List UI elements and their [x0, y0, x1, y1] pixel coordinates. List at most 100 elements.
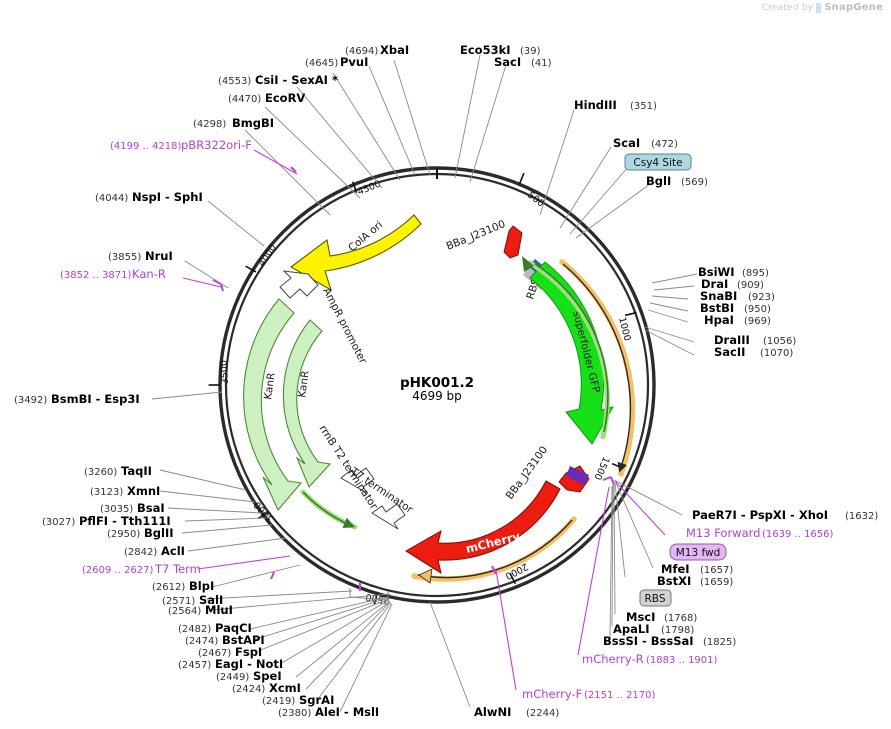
label-drai[interactable]: DraI (909)	[701, 277, 764, 291]
feature-label: KanR	[296, 370, 312, 399]
label-pvui[interactable]: (4645) PvuI	[305, 55, 368, 69]
label-xcmi[interactable]: (2424) XcmI	[232, 681, 301, 695]
label-position: (2457)	[178, 660, 211, 671]
label-m13-forward[interactable]: M13 Forward (1639 .. 1656)	[686, 526, 834, 540]
label-name: T7 Term	[154, 562, 201, 576]
feature-kanr-inner[interactable]: KanR	[282, 319, 332, 489]
label-name: PaeR7I - PspXI - XhoI	[692, 508, 828, 522]
badge-m13-fwd[interactable]: M13 fwd	[669, 543, 727, 561]
label-position: (3852 .. 3871)	[60, 270, 132, 281]
label-position: (1632)	[845, 511, 878, 522]
label-paer7i-pspxi-xhoi[interactable]: PaeR7I - PspXI - XhoI (1632)	[692, 508, 878, 522]
label-taqii[interactable]: (3260) TaqII	[84, 464, 152, 478]
label-eco53ki[interactable]: Eco53kI (39)	[460, 43, 541, 57]
label-xbai[interactable]: (4694) XbaI	[345, 43, 409, 57]
label-mlui[interactable]: (2564) MluI	[168, 603, 233, 617]
label-acli[interactable]: (2842) AclI	[124, 544, 185, 558]
label-position: (950)	[744, 304, 771, 315]
label-name: NruI	[145, 249, 173, 263]
label-sali[interactable]: (2571) SalI	[162, 593, 223, 607]
label-bmgbi[interactable]: (4298) BmgBI	[193, 116, 274, 130]
label-bsmbi-esp3i[interactable]: (3492) BsmBI - Esp3I	[14, 392, 140, 406]
label-mcherry-f[interactable]: mCherry-F (2151 .. 2170)	[522, 687, 656, 701]
feature-mcherry[interactable]: mCherry	[405, 480, 561, 575]
label-saci[interactable]: SacI (41)	[494, 55, 552, 69]
label-name: BsaI	[137, 501, 165, 515]
label-name: BglI	[646, 174, 671, 188]
label-t7-term[interactable]: (2609 .. 2627) T7 Term	[82, 562, 201, 576]
label-bsai[interactable]: (3035) BsaI	[100, 501, 165, 515]
label-paqci[interactable]: (2482) PaqCI	[178, 621, 252, 635]
label-position: (2419)	[262, 696, 295, 707]
label-bsssi-bsssai[interactable]: BssSI - BssSaI (1825)	[603, 634, 736, 648]
label-name: mCherry-R	[582, 652, 644, 666]
tick-3500: 3500	[208, 360, 231, 386]
label-bsiwi[interactable]: BsiWI (895)	[698, 265, 769, 279]
label-bstapi[interactable]: (2474) BstAPI	[185, 633, 265, 647]
label-eagi-noti[interactable]: (2457) EagI - NotI	[178, 657, 283, 671]
label-name: TaqII	[121, 464, 152, 478]
label-pbr322ori-f[interactable]: (4199 .. 4218) pBR322ori-F	[110, 138, 252, 152]
label-name: BlpI	[189, 579, 214, 593]
label-position: (569)	[681, 177, 708, 188]
label-nspi-sphi[interactable]: (4044) NspI - SphI	[95, 190, 203, 204]
label-scai[interactable]: ScaI (472)	[613, 136, 678, 150]
feature-bba-j23100-top[interactable]: BBa_J23100	[445, 218, 523, 259]
label-bglii[interactable]: (2950) BglII	[107, 526, 174, 540]
label-bstxi[interactable]: BstXI (1659)	[657, 574, 733, 588]
label-fspi[interactable]: (2467) FspI	[198, 645, 262, 659]
label-position: (4470)	[228, 94, 261, 105]
label-position: (1798)	[661, 625, 694, 636]
label-position: (923)	[748, 292, 775, 303]
label-position: (909)	[737, 280, 764, 291]
label-name: SalI	[199, 593, 223, 607]
label-sgrai[interactable]: (2419) SgrAI	[262, 693, 334, 707]
label-alei-mlsi[interactable]: (2380) AleI - MslI	[278, 705, 379, 719]
label-spei[interactable]: (2449) SpeI	[216, 669, 282, 683]
label-position: (2380)	[278, 708, 311, 719]
label-mfei[interactable]: MfeI (1657)	[661, 562, 733, 576]
label-name: ApaLI	[613, 622, 650, 636]
label-position: (3260)	[84, 467, 117, 478]
watermark-brand: SnapGene	[824, 2, 883, 13]
label-position: (1768)	[664, 613, 697, 624]
label-position: (2950)	[107, 529, 140, 540]
label-apali[interactable]: ApaLI (1798)	[613, 622, 694, 636]
annotation-labels[interactable]: (4694) XbaI (4645) PvuI (4553) CsiI - Se…	[14, 43, 878, 719]
label-csii-sexai[interactable]: (4553) CsiI - SexAI *	[218, 73, 338, 87]
label-snabi[interactable]: SnaBI (923)	[700, 289, 775, 303]
label-kan-r[interactable]: (3852 .. 3871) Kan-R	[60, 267, 166, 281]
label-name: PvuI	[340, 55, 368, 69]
label-hpai[interactable]: HpaI (969)	[704, 313, 771, 327]
label-name: NspI - SphI	[132, 190, 203, 204]
label-alwni[interactable]: AlwNI (2244)	[474, 705, 559, 719]
label-position: (2609 .. 2627)	[82, 565, 154, 576]
label-name: SgrAI	[299, 693, 334, 707]
label-mcherry-r[interactable]: mCherry-R (1883 .. 1901)	[582, 652, 718, 666]
label-xmni[interactable]: (3123) XmnI	[90, 484, 160, 498]
label-position: (1056)	[763, 336, 796, 347]
watermark-prefix: Created by	[761, 2, 814, 13]
label-position: (39)	[520, 46, 541, 57]
label-msci[interactable]: MscI (1768)	[626, 610, 697, 624]
label-ecorv[interactable]: (4470) EcoRV	[228, 91, 305, 105]
label-name: CsiI - SexAI *	[255, 73, 338, 87]
label-hindiii[interactable]: HindIII (351)	[574, 98, 657, 112]
label-name: pBR322ori-F	[181, 138, 252, 152]
label-position: (3855)	[108, 252, 141, 263]
feature-kanr-outer[interactable]: KanR	[243, 298, 303, 512]
label-blpi[interactable]: (2612) BlpI	[152, 579, 214, 593]
label-draiii[interactable]: DraIII (1056)	[714, 333, 796, 347]
label-name: SnaBI	[700, 289, 737, 303]
feature-t7-terminator[interactable]: T7 terminator	[347, 465, 415, 530]
label-sacii[interactable]: SacII (1070)	[714, 345, 793, 359]
label-position: (3492)	[14, 395, 47, 406]
label-name: Kan-R	[132, 267, 166, 281]
label-nrui[interactable]: (3855) NruI	[108, 249, 173, 263]
badge-rbs[interactable]: RBS	[639, 589, 672, 607]
badge-csy4-site[interactable]: Csy4 Site	[624, 153, 692, 171]
label-bstbi[interactable]: BstBI (950)	[700, 301, 771, 315]
label-pflfi-tth111i[interactable]: (3027) PflFI - Tth111I	[42, 514, 171, 528]
label-bgli[interactable]: BglI (569)	[646, 174, 708, 188]
